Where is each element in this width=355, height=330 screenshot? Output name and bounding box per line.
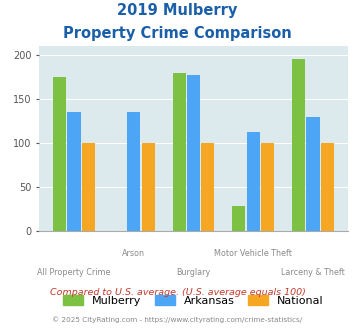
Text: Compared to U.S. average. (U.S. average equals 100): Compared to U.S. average. (U.S. average … [50,287,305,297]
Bar [67,112,81,231]
Text: Motor Vehicle Theft: Motor Vehicle Theft [214,249,292,258]
Bar [127,112,140,231]
Bar [142,143,155,231]
Bar [187,75,200,231]
Bar [247,132,260,231]
Text: Property Crime Comparison: Property Crime Comparison [63,26,292,41]
Bar [173,73,186,231]
Text: Larceny & Theft: Larceny & Theft [281,268,345,277]
Bar [53,77,66,231]
Bar [82,143,95,231]
Bar [292,58,305,231]
Text: All Property Crime: All Property Crime [37,268,111,277]
Text: 2019 Mulberry: 2019 Mulberry [117,3,238,18]
Bar [232,206,245,231]
Text: © 2025 CityRating.com - https://www.cityrating.com/crime-statistics/: © 2025 CityRating.com - https://www.city… [53,317,302,323]
Bar [306,117,320,231]
Bar [201,143,214,231]
Bar [321,143,334,231]
Text: Burglary: Burglary [176,268,211,277]
Text: Arson: Arson [122,249,145,258]
Bar [261,143,274,231]
Legend: Mulberry, Arkansas, National: Mulberry, Arkansas, National [60,292,327,310]
